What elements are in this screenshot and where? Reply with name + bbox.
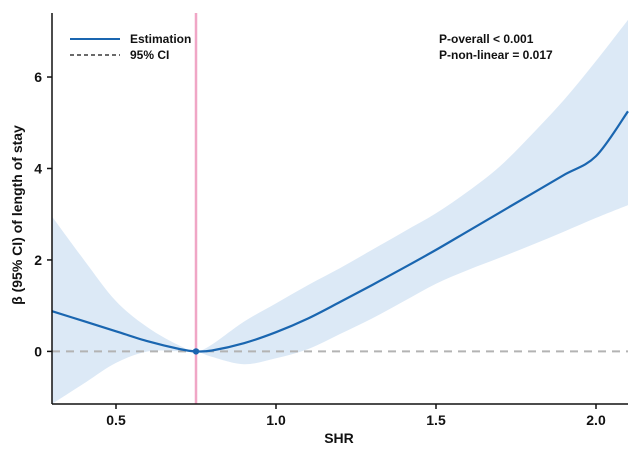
x-tick-label: 1.5 — [426, 412, 446, 428]
y-tick-label: 0 — [34, 343, 42, 359]
p-overall-annotation: P-overall < 0.001 — [439, 32, 534, 46]
y-axis-title: β (95% CI) of length of stay — [9, 125, 25, 305]
plot-area — [51, 13, 629, 405]
reference-point — [192, 348, 200, 355]
y-tick-label: 4 — [34, 160, 42, 176]
y-tick-label: 6 — [34, 69, 42, 85]
legend-label-estimation: Estimation — [130, 32, 191, 46]
x-tick-label: 1.0 — [266, 412, 286, 428]
confidence-band — [52, 19, 628, 405]
estimation-line — [51, 110, 629, 353]
y-tick-label: 2 — [34, 252, 42, 268]
legend: Estimation 95% CI — [70, 32, 191, 62]
legend-label-ci: 95% CI — [130, 48, 169, 62]
x-tick-label: 0.5 — [106, 412, 126, 428]
axes: 0 2 4 6 0.5 1.0 1.5 2.0 — [34, 13, 628, 428]
p-nonlinear-annotation: P-non-linear = 0.017 — [439, 48, 553, 62]
x-tick-label: 2.0 — [586, 412, 606, 428]
annotations: P-overall < 0.001 P-non-linear = 0.017 — [439, 32, 553, 62]
x-axis-title: SHR — [324, 430, 354, 446]
